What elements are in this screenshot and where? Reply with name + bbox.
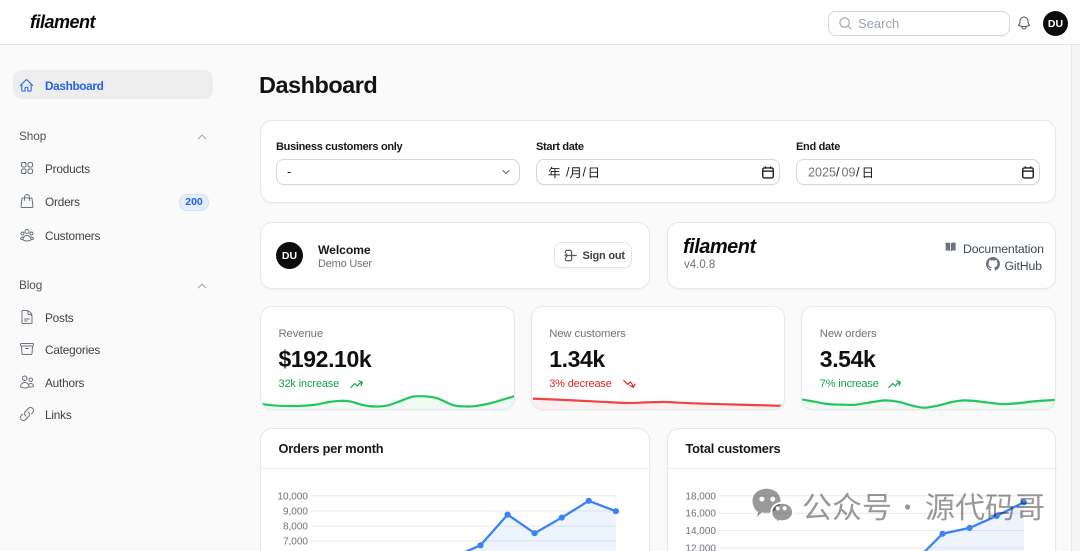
svg-text:/: / [563,166,570,180]
svg-text:8,000: 8,000 [283,522,308,533]
svg-text:10,000: 10,000 [277,491,308,502]
svg-text:2025: 2025 [808,166,836,180]
svg-text:14,000: 14,000 [685,526,716,537]
svg-text:09: 09 [842,166,856,180]
svg-text:/: / [856,166,860,180]
svg-text:/: / [583,166,587,180]
svg-text:7,000: 7,000 [283,536,308,547]
svg-text:16,000: 16,000 [685,509,716,520]
svg-text:18,000: 18,000 [685,491,716,502]
svg-text:12,000: 12,000 [685,544,716,551]
svg-text:9,000: 9,000 [283,506,308,517]
svg-text:/: / [836,166,840,180]
